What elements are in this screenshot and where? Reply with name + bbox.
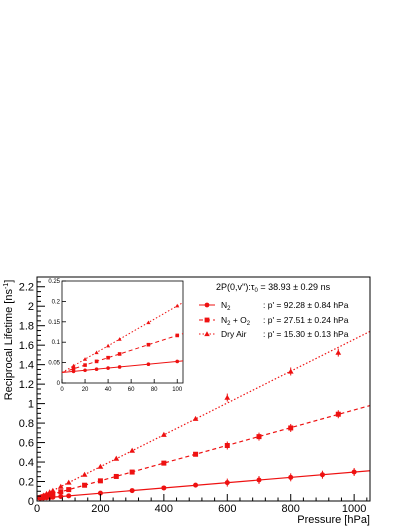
data-point-0 bbox=[320, 472, 325, 477]
legend-fit-value: : p' = 92.28 ± 0.84 hPa bbox=[263, 300, 349, 310]
data-point-2 bbox=[82, 472, 88, 477]
inset-data-point-0 bbox=[83, 369, 87, 373]
y-tick-label: 1.2 bbox=[19, 379, 34, 391]
legend-header: 2P(0,v'′):τ0 = 38.93 ± 0.29 ns bbox=[216, 282, 331, 294]
data-point-1 bbox=[114, 474, 119, 479]
inset-x-tick-label: 0 bbox=[60, 387, 64, 393]
data-point-2 bbox=[335, 350, 341, 355]
inset-frame bbox=[62, 281, 183, 383]
data-point-0 bbox=[288, 475, 293, 480]
inset-x-tick-label: 60 bbox=[128, 387, 135, 393]
y-tick-label: 0.8 bbox=[19, 418, 34, 430]
inset-x-tick-label: 20 bbox=[82, 387, 89, 393]
data-point-1 bbox=[66, 487, 71, 492]
inset-data-point-1 bbox=[147, 343, 151, 347]
legend-marker-1 bbox=[205, 318, 210, 323]
data-point-2 bbox=[50, 488, 56, 493]
legend-fit-value: : p' = 27.51 ± 0.24 hPa bbox=[263, 315, 349, 325]
inset-data-point-1 bbox=[95, 360, 99, 364]
data-point-1 bbox=[98, 478, 103, 483]
y-tick-label: 1 bbox=[28, 399, 34, 411]
data-point-1 bbox=[130, 470, 135, 475]
y-tick-label: 0 bbox=[28, 496, 34, 508]
legend-series-sub2: 2 bbox=[247, 321, 251, 327]
legend-series-sub: 2 bbox=[227, 306, 231, 312]
data-point-2 bbox=[288, 369, 294, 374]
y-tick-label: 1.8 bbox=[19, 321, 34, 333]
legend: 2P(0,v'′):τ0 = 38.93 ± 0.29 ns N2 : p' = … bbox=[199, 282, 349, 339]
legend-marker-2 bbox=[204, 331, 210, 336]
data-point-0 bbox=[130, 488, 135, 493]
data-point-1 bbox=[82, 483, 87, 488]
legend-header-prefix: 2P(0,v'′):τ bbox=[216, 282, 255, 292]
data-point-0 bbox=[352, 469, 357, 474]
y-tick-label: 0.6 bbox=[19, 438, 34, 450]
legend-fit-value: : p' = 15.30 ± 0.13 hPa bbox=[263, 329, 349, 339]
data-point-0 bbox=[193, 483, 198, 488]
data-point-1 bbox=[225, 443, 230, 448]
inset-x-tick-label: 40 bbox=[105, 387, 112, 393]
legend-series-suffix: + O bbox=[230, 315, 247, 325]
inset-y-tick-label: 0.1 bbox=[52, 340, 61, 346]
y-tick-label: 0.2 bbox=[19, 477, 34, 489]
data-point-2 bbox=[98, 464, 104, 469]
data-point-0 bbox=[257, 477, 262, 482]
inset-data-point-0 bbox=[106, 366, 110, 370]
data-point-1 bbox=[288, 425, 293, 430]
legend-series-name: Dry Air bbox=[221, 329, 247, 339]
inset-plot: 0 20 40 60 80 10000.050.10.150.20.25 bbox=[48, 279, 183, 393]
legend-series-main: Dry Air bbox=[221, 329, 247, 339]
legend-marker-0 bbox=[205, 303, 210, 308]
data-point-2 bbox=[113, 456, 119, 461]
inset-data-point-1 bbox=[72, 367, 76, 371]
inset-data-point-0 bbox=[118, 365, 122, 369]
legend-series-name: N2 bbox=[221, 300, 231, 312]
inset-data-point-1 bbox=[83, 363, 87, 367]
y-tick-label: 2 bbox=[28, 301, 34, 313]
inset-x-tick-label: 100 bbox=[172, 387, 183, 393]
inset-data-point-1 bbox=[118, 352, 122, 356]
data-point-0 bbox=[225, 480, 230, 485]
inset-y-tick-label: 0.2 bbox=[52, 299, 61, 305]
inset-y-tick-label: 0.15 bbox=[48, 320, 60, 326]
y-axis-label-main: Reciprocal Lifetime [ns bbox=[3, 289, 15, 401]
data-point-1 bbox=[257, 434, 262, 439]
data-point-1 bbox=[58, 489, 63, 494]
inset-x-tick-label: 80 bbox=[151, 387, 158, 393]
data-point-2 bbox=[66, 480, 72, 485]
data-point-0 bbox=[161, 485, 166, 490]
y-tick-label: 0.4 bbox=[19, 457, 34, 469]
x-tick-label: 200 bbox=[91, 503, 109, 515]
data-point-1 bbox=[336, 412, 341, 417]
inset-y-tick-label: 0.25 bbox=[48, 279, 60, 285]
data-point-2 bbox=[224, 395, 230, 400]
y-tick-label: 2.2 bbox=[19, 282, 34, 294]
y-tick-label: 1.4 bbox=[19, 360, 34, 372]
data-point-1 bbox=[193, 452, 198, 457]
legend-header-value: = 38.93 ± 0.29 ns bbox=[258, 282, 331, 292]
y-tick-label: 1.6 bbox=[19, 340, 34, 352]
x-tick-label: 400 bbox=[155, 503, 173, 515]
legend-series-name: N2 + O2 bbox=[221, 315, 251, 327]
x-tick-label: 600 bbox=[218, 503, 236, 515]
x-tick-label: 0 bbox=[34, 503, 40, 515]
inset-data-point-0 bbox=[147, 362, 151, 366]
y-axis-label-close: ] bbox=[3, 280, 15, 283]
inset-y-tick-label: 0.05 bbox=[48, 361, 60, 367]
inset-data-point-1 bbox=[175, 334, 179, 338]
y-axis-label: Reciprocal Lifetime [ns-1] bbox=[3, 280, 15, 401]
data-point-0 bbox=[66, 493, 71, 498]
data-point-1 bbox=[161, 461, 166, 466]
data-point-2 bbox=[58, 484, 64, 489]
inset-data-point-1 bbox=[106, 356, 110, 360]
inset-data-point-0 bbox=[175, 360, 179, 364]
x-axis-label: Pressure [hPa] bbox=[297, 514, 370, 526]
inset-data-point-0 bbox=[95, 367, 99, 371]
